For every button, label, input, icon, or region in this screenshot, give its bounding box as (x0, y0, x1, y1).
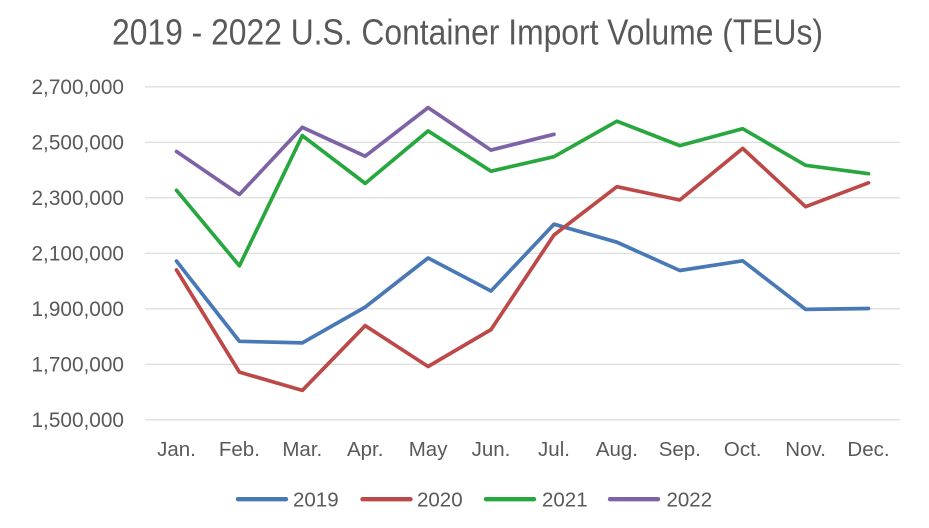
svg-text:2,100,000: 2,100,000 (31, 243, 124, 266)
svg-text:2022: 2022 (667, 489, 713, 512)
svg-text:2020: 2020 (417, 489, 463, 512)
svg-text:1,900,000: 1,900,000 (31, 298, 124, 321)
svg-text:Jan.: Jan. (157, 438, 196, 461)
svg-text:Sep.: Sep. (659, 438, 701, 461)
svg-text:2,300,000: 2,300,000 (31, 187, 124, 210)
svg-text:Oct.: Oct. (724, 438, 762, 461)
svg-text:Apr.: Apr. (347, 438, 383, 461)
svg-text:Dec.: Dec. (847, 438, 889, 461)
svg-text:Aug.: Aug. (596, 438, 638, 461)
svg-text:2,700,000: 2,700,000 (31, 76, 124, 99)
svg-text:Feb.: Feb. (219, 438, 260, 461)
svg-text:May: May (409, 438, 448, 461)
svg-text:Nov.: Nov. (785, 438, 826, 461)
svg-text:1,700,000: 1,700,000 (31, 354, 124, 377)
svg-text:2019: 2019 (293, 489, 339, 512)
svg-text:2021: 2021 (542, 489, 588, 512)
svg-text:2,500,000: 2,500,000 (31, 132, 124, 155)
svg-text:Jun.: Jun. (472, 438, 511, 461)
svg-text:Jul.: Jul. (538, 438, 570, 461)
svg-text:1,500,000: 1,500,000 (31, 409, 124, 432)
svg-text:2019 - 2022 U.S. Container Imp: 2019 - 2022 U.S. Container Import Volume… (112, 12, 823, 53)
svg-text:Mar.: Mar. (282, 438, 322, 461)
